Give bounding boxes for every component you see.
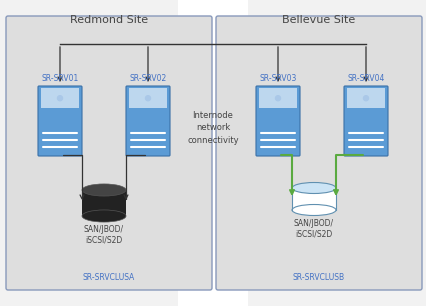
FancyBboxPatch shape [38, 86, 82, 156]
Bar [259, 88, 296, 108]
Ellipse shape [291, 204, 335, 215]
Bar [82, 190, 126, 216]
Bar [291, 188, 335, 210]
FancyBboxPatch shape [6, 16, 211, 290]
Text: Redmond Site: Redmond Site [70, 15, 148, 25]
FancyBboxPatch shape [343, 86, 387, 156]
Circle shape [363, 96, 368, 101]
Text: SR-SRV03: SR-SRV03 [259, 74, 296, 83]
Ellipse shape [291, 182, 335, 193]
Text: SAN/JBOD/
iSCSI/S2D: SAN/JBOD/ iSCSI/S2D [84, 225, 124, 244]
Text: SAN/JBOD/
iSCSI/S2D: SAN/JBOD/ iSCSI/S2D [293, 219, 333, 238]
Text: SR-SRV04: SR-SRV04 [346, 74, 384, 83]
Text: SR-SRVCLUSB: SR-SRVCLUSB [292, 273, 344, 282]
FancyBboxPatch shape [126, 86, 170, 156]
Bar [41, 88, 79, 108]
Text: Bellevue Site: Bellevue Site [282, 15, 355, 25]
Circle shape [145, 96, 150, 101]
Text: SR-SRV01: SR-SRV01 [41, 74, 78, 83]
Circle shape [275, 96, 280, 101]
Text: SR-SRVCLUSА: SR-SRVCLUSА [83, 273, 135, 282]
Ellipse shape [82, 184, 126, 196]
Bar [178, 0, 248, 306]
Circle shape [58, 96, 62, 101]
Ellipse shape [82, 210, 126, 222]
Bar [346, 88, 384, 108]
FancyBboxPatch shape [216, 16, 421, 290]
Bar [129, 88, 167, 108]
Text: Internode
network
connectivity: Internode network connectivity [187, 111, 238, 145]
FancyBboxPatch shape [256, 86, 299, 156]
Text: SR-SRV02: SR-SRV02 [129, 74, 166, 83]
